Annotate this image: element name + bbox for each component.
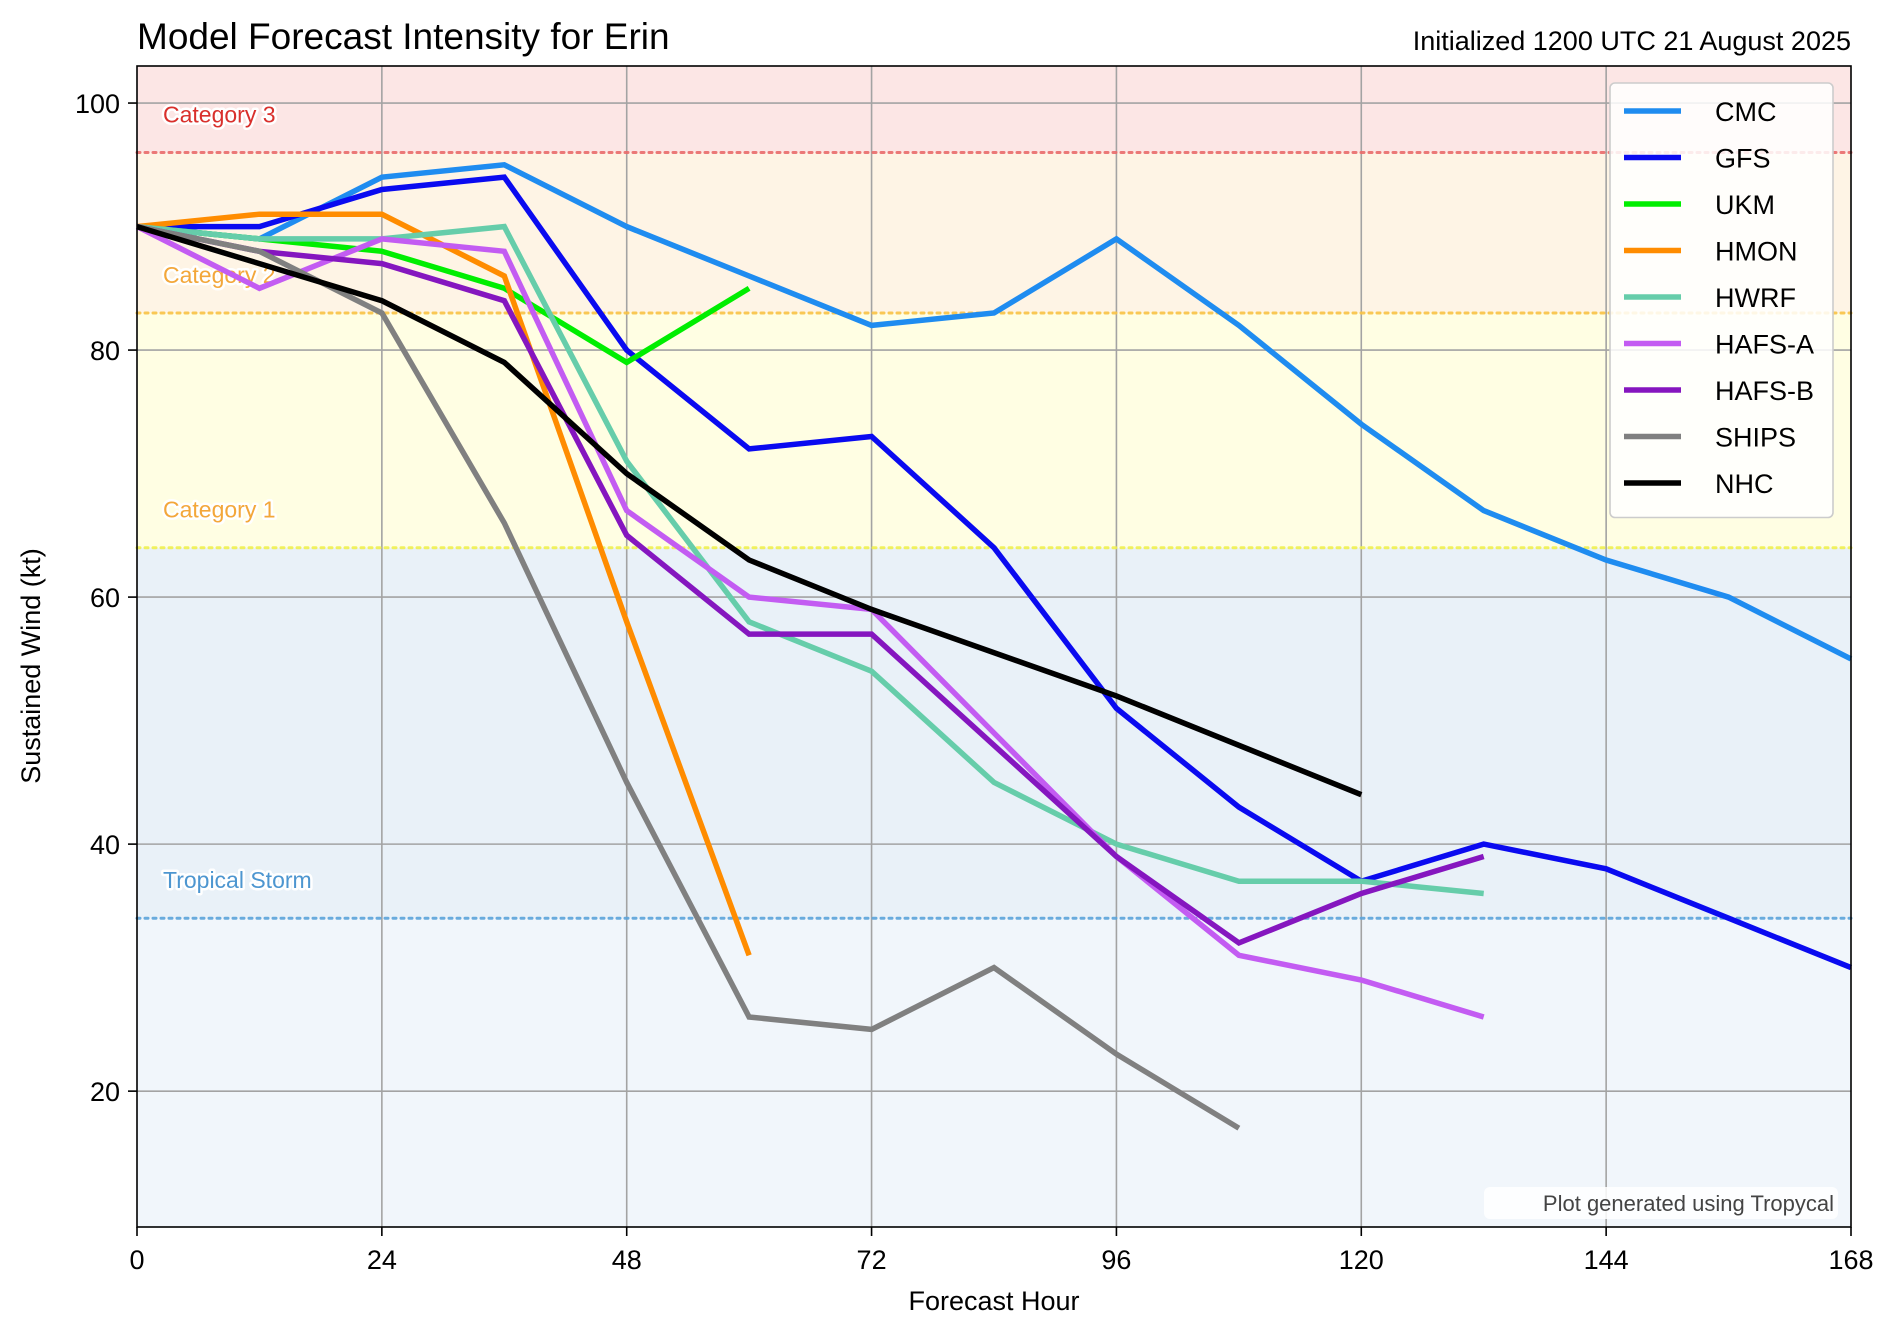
x-tick-label: 48	[612, 1245, 642, 1275]
y-axis-ticks: 20 40 60 80 100	[75, 89, 137, 1107]
x-tick-label: 72	[857, 1245, 887, 1275]
series-line-hafs-a	[135, 224, 1485, 1020]
x-axis-ticks: 0 24 48 72 96 120 144 168	[129, 1227, 1874, 1275]
threshold-label: Category 1	[163, 497, 276, 523]
legend-box	[1609, 82, 1834, 519]
series-line-hafs-b	[136, 223, 1485, 947]
x-tick-label: 24	[367, 1245, 397, 1275]
x-axis-label: Forecast Hour	[908, 1286, 1079, 1316]
y-tick-label: 100	[75, 89, 120, 119]
y-axis-label: Sustained Wind (kt)	[16, 548, 46, 784]
x-tick-label: 168	[1828, 1245, 1873, 1275]
legend-entry-label: CMC	[1715, 97, 1777, 127]
band-cat1	[137, 313, 1851, 548]
grid	[137, 66, 1851, 1227]
y-tick-label: 80	[90, 336, 120, 366]
series-line-nhc	[136, 223, 1363, 798]
legend-entry-label: HMON	[1715, 237, 1798, 267]
series-line-cmc	[136, 161, 1853, 662]
legend-entry-label: NHC	[1715, 469, 1774, 499]
x-tick-label: 144	[1584, 1245, 1629, 1275]
x-tick-label: 120	[1339, 1245, 1384, 1275]
legend-entry-label: GFS	[1715, 144, 1771, 174]
chart-subtitle: Initialized 1200 UTC 21 August 2025	[1413, 26, 1851, 56]
legend-entry-label: HAFS-A	[1715, 330, 1814, 360]
y-tick-label: 60	[90, 583, 120, 613]
series-line-gfs	[137, 174, 1853, 971]
credit-text: Plot generated using Tropycal	[1543, 1191, 1834, 1216]
y-tick-label: 20	[90, 1077, 120, 1107]
legend-entry-label: SHIPS	[1715, 423, 1796, 453]
threshold-label: Category 3	[163, 101, 276, 127]
x-tick-label: 96	[1101, 1245, 1131, 1275]
plot-frame	[136, 65, 1852, 1228]
threshold-label: Tropical Storm	[163, 867, 312, 893]
series-line-hwrf	[136, 223, 1484, 897]
credit-box: Plot generated using Tropycal	[1484, 1187, 1838, 1219]
legend-entry-label: UKM	[1715, 190, 1775, 220]
series-lines	[135, 161, 1853, 1131]
legend-entry-label: HWRF	[1715, 283, 1796, 313]
band-cat3	[137, 66, 1851, 153]
chart-title: Model Forecast Intensity for Erin	[137, 16, 670, 57]
legend-entry-label: HAFS-B	[1715, 376, 1814, 406]
x-tick-label: 0	[129, 1245, 144, 1275]
y-tick-label: 40	[90, 830, 120, 860]
legend: CMC GFS UKM HMON HWRF HAFS-A HAFS-B SHIPS NHC	[1609, 82, 1834, 519]
